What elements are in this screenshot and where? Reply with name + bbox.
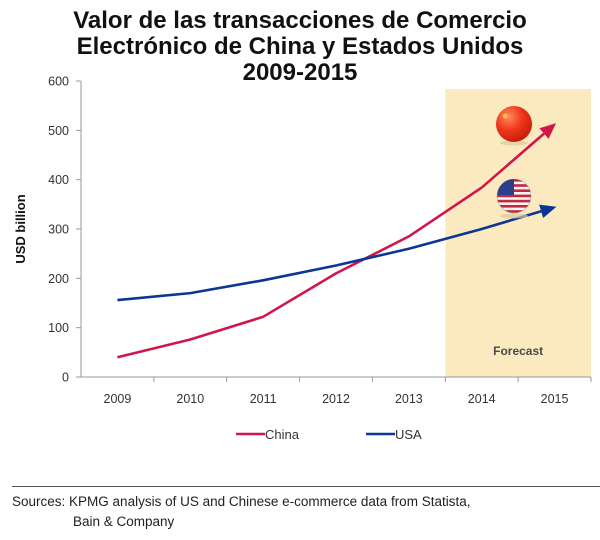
- china-flag-sphere-icon: [496, 106, 532, 146]
- forecast-label: Forecast: [493, 344, 543, 358]
- y-tick-label: 600: [48, 75, 69, 89]
- footer-divider: [12, 486, 600, 487]
- y-tick-label: 100: [48, 321, 69, 335]
- x-tick-label: 2010: [176, 392, 204, 406]
- line-chart: Forecast 0 100 200 300 400 500 600 USD billion 2…: [13, 75, 592, 442]
- series-china: [117, 123, 557, 359]
- arrowhead-usa: [539, 204, 557, 218]
- series-usa: [117, 204, 557, 302]
- y-axis-title: USD billion: [13, 194, 28, 263]
- y-tick-label: 500: [48, 124, 69, 138]
- x-tick-label: 2013: [395, 392, 423, 406]
- x-tick-label: 2009: [104, 392, 132, 406]
- x-tick-label: 2014: [468, 392, 496, 406]
- chart-title-line-2: Electrónico de China y Estados Unidos: [76, 33, 524, 60]
- arrowhead-china: [539, 123, 557, 139]
- sources-text-line-2: Bain & Company: [73, 514, 175, 529]
- y-tick-label: 300: [48, 223, 69, 237]
- y-tick-label: 0: [62, 371, 69, 385]
- chart-title: Valor de las transacciones de Comercio E…: [0, 8, 600, 86]
- legend-item-usa: USA: [366, 427, 422, 442]
- sources-label: Sources:: [12, 494, 66, 509]
- legend-label: China: [265, 427, 300, 442]
- legend-item-china: China: [236, 427, 300, 442]
- x-tick-label: 2011: [250, 392, 277, 406]
- x-tick-label: 2015: [541, 392, 569, 406]
- sources-note: Sources: KPMG analysis of US and Chinese…: [12, 492, 470, 532]
- y-tick-label: 200: [48, 272, 69, 286]
- legend-label: USA: [395, 427, 422, 442]
- chart-title-line-1: Valor de las transacciones de Comercio: [73, 7, 527, 34]
- chart-title-line-3: 2009-2015: [242, 59, 358, 86]
- x-tick-label: 2012: [322, 392, 350, 406]
- y-tick-label: 400: [48, 173, 69, 187]
- sources-text-line-1: KPMG analysis of US and Chinese e-commer…: [69, 494, 471, 509]
